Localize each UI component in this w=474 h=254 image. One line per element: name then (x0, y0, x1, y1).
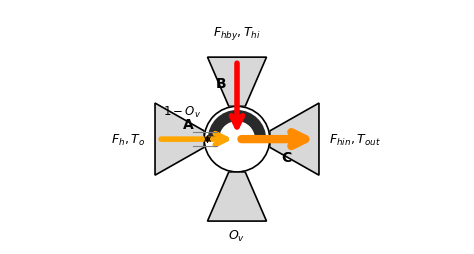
Text: $O_v$: $O_v$ (228, 228, 246, 243)
Text: C: C (281, 151, 292, 165)
Text: $F_h, T_o$: $F_h, T_o$ (111, 132, 145, 147)
Text: $F_{hin}, T_{out}$: $F_{hin}, T_{out}$ (329, 132, 381, 147)
Polygon shape (155, 104, 204, 176)
Polygon shape (208, 58, 266, 107)
Polygon shape (208, 172, 266, 221)
Text: B: B (215, 77, 226, 91)
Text: $F_{hby}, T_{hi}$: $F_{hby}, T_{hi}$ (213, 25, 261, 42)
Text: A: A (182, 118, 193, 132)
Polygon shape (270, 104, 319, 176)
Text: $1 - O_v$: $1 - O_v$ (163, 104, 201, 119)
Circle shape (204, 107, 270, 172)
